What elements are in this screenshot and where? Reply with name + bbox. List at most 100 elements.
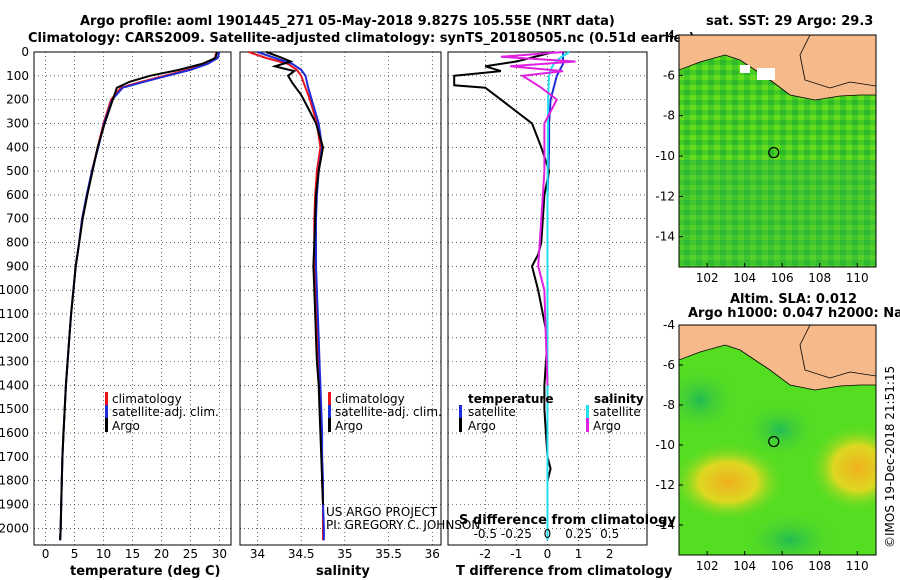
salinity-x-ticks: 34 34.5 35 35.5 36 bbox=[250, 547, 440, 561]
sla-high-west bbox=[679, 442, 786, 522]
java-land bbox=[799, 35, 876, 89]
depth-tick-label: 200 bbox=[6, 93, 29, 107]
figure-title-line2: Climatology: CARS2009. Satellite-adjuste… bbox=[28, 31, 695, 46]
depth-tick-label: 300 bbox=[6, 116, 29, 130]
legend-swatch-climatology bbox=[105, 392, 108, 406]
series-line-argo bbox=[59, 51, 219, 541]
argo-position-marker bbox=[768, 146, 780, 159]
x-tick-label: -2 bbox=[479, 547, 491, 561]
salinity-plot-frame bbox=[239, 51, 442, 546]
map-y-tick-label: -14 bbox=[655, 230, 675, 244]
map-x-tick-label: 106 bbox=[771, 271, 794, 285]
s-tick-label: 0.5 bbox=[600, 527, 619, 541]
x-tick-label: 2 bbox=[606, 547, 614, 561]
s-tick-label: -0.25 bbox=[501, 527, 532, 541]
difference-legend: temperature satellite Argo salinity sate… bbox=[459, 392, 644, 433]
sst-field-south bbox=[679, 160, 876, 267]
legend-swatch-s-argo bbox=[586, 418, 589, 432]
depth-tick-label: 1100 bbox=[0, 307, 29, 321]
x-tick-label: 5 bbox=[71, 547, 79, 561]
legend-swatch-argo bbox=[105, 418, 108, 432]
series-line-salinity-argo bbox=[500, 51, 576, 386]
legend-label-t-argo: Argo bbox=[468, 419, 496, 433]
sla-high-east bbox=[808, 423, 876, 513]
series-line-temperature-argo bbox=[453, 51, 554, 529]
depth-tick-label: 1200 bbox=[0, 331, 29, 345]
map-x-tick-label: 102 bbox=[696, 559, 719, 573]
depth-tick-label: 400 bbox=[6, 140, 29, 154]
legend-label-argo: Argo bbox=[335, 419, 363, 433]
legend-swatch-climatology bbox=[328, 392, 331, 406]
salinity-grid bbox=[240, 51, 441, 545]
depth-tick-label: 0 bbox=[21, 45, 29, 59]
legend-label-climatology: climatology bbox=[112, 392, 182, 406]
depth-axis: 0 100 200 300 400 500 600 700 800 900 1000 1100 1200… bbox=[0, 45, 29, 535]
depth-tick-label: 1600 bbox=[0, 426, 29, 440]
temperature-plot-frame bbox=[33, 51, 232, 546]
argo-position-marker bbox=[768, 435, 780, 448]
legend-label-argo: Argo bbox=[112, 419, 140, 433]
sla-low-centre bbox=[740, 400, 820, 460]
map-y-tick-label: -8 bbox=[663, 398, 675, 412]
depth-tick-label: 900 bbox=[6, 259, 29, 273]
map-y-tick-label: -8 bbox=[663, 109, 675, 123]
map-x-tick-label: 106 bbox=[771, 559, 794, 573]
map-y-tick-label: -4 bbox=[663, 318, 675, 332]
depth-tick-label: 600 bbox=[6, 188, 29, 202]
depth-tick-label: 100 bbox=[6, 69, 29, 83]
s-tick-label: 0.25 bbox=[565, 527, 592, 541]
legend-label-s-argo: Argo bbox=[593, 419, 621, 433]
temperature-legend: climatology satellite-adj. clim. Argo bbox=[105, 392, 219, 433]
difference-panel: -2 -1 0 1 2 -0.5 -0.25 0 0.25 0.5 S difference f… bbox=[447, 51, 676, 579]
sst-map-ticks: 102 104 106 108 110 -4 -6 -8 -10 -12 -14 bbox=[655, 28, 868, 285]
map-y-tick-label: -10 bbox=[655, 149, 675, 163]
sla-map: Altim. SLA: 0.012 Argo h1000: 0.047 h200… bbox=[655, 292, 900, 573]
sla-map-title-2: Argo h1000: 0.047 h2000: NaN bbox=[688, 306, 900, 321]
depth-tick-label: 1000 bbox=[0, 283, 29, 297]
map-y-tick-label: -6 bbox=[663, 68, 675, 82]
temperature-grid bbox=[34, 51, 231, 545]
s-tick-label: -0.5 bbox=[474, 527, 497, 541]
sst-missing-data bbox=[757, 68, 775, 80]
x-tick-label: 35 bbox=[337, 547, 352, 561]
legend-swatch-t-argo bbox=[459, 418, 462, 432]
x-tick-label: -1 bbox=[510, 547, 522, 561]
x-tick-label: 10 bbox=[96, 547, 111, 561]
x-tick-label: 34.5 bbox=[288, 547, 315, 561]
map-x-tick-label: 110 bbox=[846, 559, 869, 573]
sst-map-frame bbox=[678, 34, 877, 268]
temperature-xlabel: temperature (deg C) bbox=[70, 564, 220, 579]
sla-map-title-1: Altim. SLA: 0.012 bbox=[730, 292, 857, 307]
salinity-series bbox=[248, 51, 325, 541]
depth-tick-label: 2000 bbox=[0, 521, 29, 535]
salinity-panel: 34 34.5 35 35.5 36 salinity climatology sate… bbox=[239, 51, 480, 579]
x-tick-label: 35.5 bbox=[375, 547, 402, 561]
depth-tick-label: 1500 bbox=[0, 402, 29, 416]
difference-s-ticks: -0.5 -0.25 0 0.25 0.5 bbox=[474, 527, 620, 541]
sla-low-west bbox=[679, 365, 740, 435]
legend-swatch-satellite bbox=[105, 405, 108, 419]
legend-swatch-s-satellite bbox=[586, 405, 589, 419]
depth-tick-label: 1800 bbox=[0, 474, 29, 488]
series-line-satellite-adj-clim- bbox=[59, 51, 221, 541]
temperature-panel: 0 5 10 15 20 25 30 temperature (deg C) climato… bbox=[33, 51, 232, 579]
map-y-tick-label: -4 bbox=[663, 28, 675, 42]
map-x-tick-label: 102 bbox=[696, 271, 719, 285]
sla-map-frame bbox=[678, 324, 877, 556]
x-tick-label: 30 bbox=[212, 547, 227, 561]
depth-tick-label: 800 bbox=[6, 236, 29, 250]
map-x-tick-label: 108 bbox=[808, 271, 831, 285]
difference-series bbox=[453, 51, 576, 541]
map-y-tick-label: -12 bbox=[655, 478, 675, 492]
legend-label-climatology: climatology bbox=[335, 392, 405, 406]
temperature-series bbox=[59, 51, 221, 541]
map-y-tick-label: -10 bbox=[655, 438, 675, 452]
legend-label-satellite: satellite-adj. clim. bbox=[335, 405, 442, 419]
salinity-xlabel: salinity bbox=[316, 564, 370, 579]
depth-tick-label: 500 bbox=[6, 164, 29, 178]
map-x-tick-label: 104 bbox=[733, 559, 756, 573]
legend-swatch-satellite bbox=[328, 405, 331, 419]
x-tick-label: 20 bbox=[154, 547, 169, 561]
temperature-x-ticks: 0 5 10 15 20 25 30 bbox=[42, 547, 227, 561]
